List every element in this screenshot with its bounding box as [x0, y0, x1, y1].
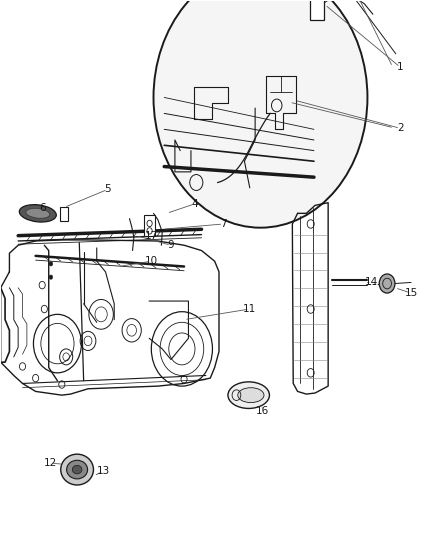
Text: 2: 2	[397, 123, 403, 133]
Ellipse shape	[19, 205, 57, 222]
Ellipse shape	[72, 465, 82, 474]
FancyBboxPatch shape	[145, 215, 155, 236]
Text: 9: 9	[168, 240, 174, 250]
Text: 7: 7	[220, 219, 227, 229]
Ellipse shape	[61, 454, 93, 485]
Text: 5: 5	[104, 184, 111, 195]
Circle shape	[153, 0, 367, 228]
Ellipse shape	[26, 208, 50, 219]
Circle shape	[49, 275, 53, 279]
Ellipse shape	[238, 387, 264, 402]
Text: 16: 16	[256, 406, 269, 416]
Text: 12: 12	[44, 458, 57, 468]
Text: 13: 13	[97, 466, 110, 476]
FancyBboxPatch shape	[60, 207, 68, 221]
Circle shape	[49, 262, 53, 266]
Text: 1: 1	[397, 62, 403, 72]
Text: 4: 4	[192, 199, 198, 209]
Text: 14: 14	[365, 278, 378, 287]
Text: 11: 11	[243, 304, 256, 314]
Text: 15: 15	[404, 288, 418, 298]
Ellipse shape	[67, 461, 88, 479]
FancyBboxPatch shape	[310, 0, 324, 20]
Ellipse shape	[228, 382, 269, 408]
Text: 17: 17	[145, 231, 158, 241]
Text: 6: 6	[39, 203, 46, 213]
Text: 10: 10	[145, 256, 158, 266]
Circle shape	[379, 274, 395, 293]
